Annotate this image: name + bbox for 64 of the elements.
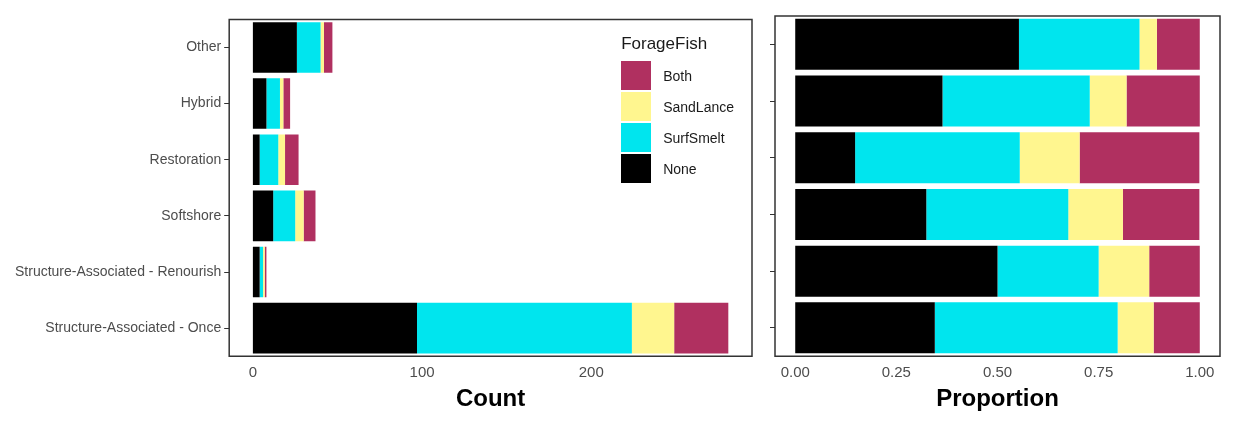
bar <box>296 22 321 73</box>
legend-label: SandLance <box>663 98 734 115</box>
bar <box>252 134 260 185</box>
bar <box>1122 188 1200 240</box>
bar <box>942 75 1090 127</box>
y-tick-label: Hybrid <box>180 94 222 111</box>
bar <box>285 134 299 185</box>
y-tick-label: Restoration <box>149 150 222 167</box>
bar <box>323 22 333 73</box>
bar <box>1126 75 1200 127</box>
bar <box>1068 188 1123 240</box>
bar <box>795 245 998 297</box>
bar <box>631 302 675 354</box>
y-tick-label: Structure-Associated - Once <box>45 318 222 335</box>
bar <box>252 22 297 73</box>
bar <box>259 134 279 185</box>
legend-label: None <box>663 160 697 177</box>
bar <box>795 75 943 127</box>
legend-label: SurfSmelt <box>663 129 725 146</box>
bar <box>273 190 296 242</box>
bar <box>1139 18 1157 70</box>
x-axis-title: Proportion <box>936 384 1059 412</box>
bar <box>674 302 729 354</box>
bar <box>934 302 1118 354</box>
bar <box>283 78 291 129</box>
bar <box>1019 132 1080 184</box>
x-tick-label: 0.75 <box>1084 363 1114 381</box>
bar <box>252 190 274 242</box>
x-tick-label: 0 <box>248 363 258 381</box>
bar <box>1098 245 1150 297</box>
bar <box>417 302 632 354</box>
bar <box>795 188 927 240</box>
bar <box>1149 245 1200 297</box>
bar <box>303 190 316 242</box>
bar <box>795 302 935 354</box>
bar <box>1156 18 1200 70</box>
legend-title: ForageFish <box>621 34 709 54</box>
x-tick-label: 0.50 <box>982 363 1013 381</box>
bar <box>252 246 260 298</box>
bar <box>252 302 417 354</box>
x-axis-title: Count <box>455 384 526 412</box>
bar <box>1117 302 1154 354</box>
y-tick-label: Other <box>186 38 222 55</box>
bar <box>1079 132 1200 184</box>
y-tick-label: Structure-Associated - Renourish <box>15 262 222 279</box>
bar <box>1018 18 1140 70</box>
x-tick-label: 1.00 <box>1185 363 1215 381</box>
bar <box>252 78 267 129</box>
bar <box>1153 302 1200 354</box>
bar <box>278 134 286 185</box>
x-tick-label: 200 <box>578 363 604 381</box>
y-tick-label: Softshore <box>161 206 222 223</box>
bar <box>855 132 1020 184</box>
bar <box>926 188 1069 240</box>
bar <box>1089 75 1127 127</box>
bar <box>997 245 1099 297</box>
bar <box>295 190 304 242</box>
legend-label: Both <box>663 67 692 84</box>
bar <box>266 78 280 129</box>
bar <box>795 132 856 184</box>
x-tick-label: 0.25 <box>881 363 911 381</box>
x-tick-label: 0.00 <box>780 363 810 381</box>
bar <box>795 18 1019 70</box>
x-tick-label: 100 <box>409 363 435 381</box>
